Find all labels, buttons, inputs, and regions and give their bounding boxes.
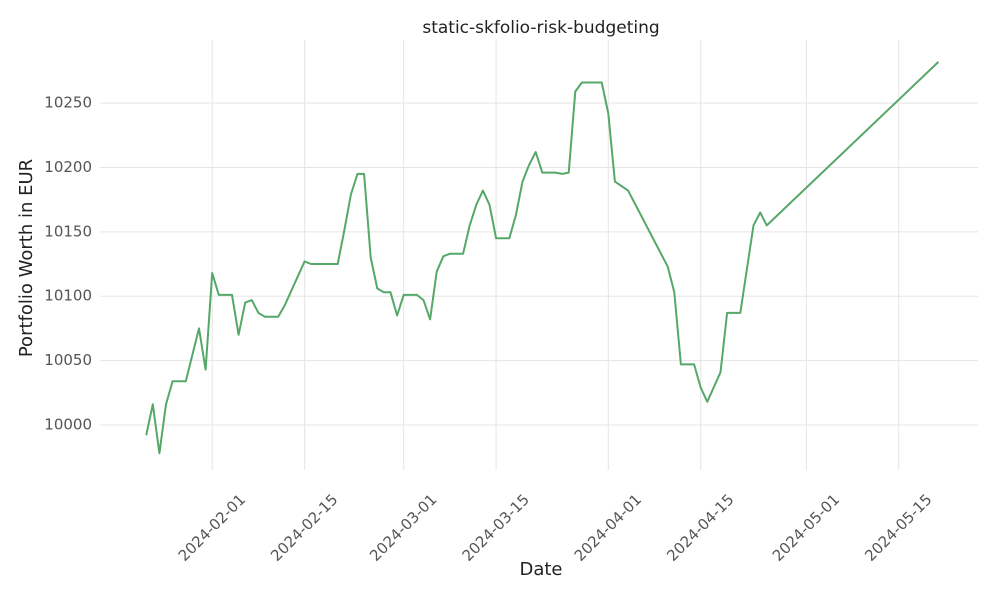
x-tick-label: 2024-03-15 bbox=[459, 490, 533, 564]
x-tick-label: 2024-03-01 bbox=[366, 490, 440, 564]
y-tick-label: 10050 bbox=[44, 351, 92, 369]
x-tick-label: 2024-05-15 bbox=[861, 490, 935, 564]
y-axis-label: Portfolio Worth in EUR bbox=[16, 159, 37, 357]
y-tick-label: 10250 bbox=[44, 94, 92, 112]
x-tick-label: 2024-02-01 bbox=[175, 490, 249, 564]
data-line bbox=[145, 61, 940, 455]
x-tick-label: 2024-05-01 bbox=[769, 490, 843, 564]
y-tick-label: 10000 bbox=[44, 415, 92, 433]
x-tick-label: 2024-04-15 bbox=[663, 490, 737, 564]
x-axis-label: Date bbox=[519, 559, 562, 580]
y-tick-label: 10100 bbox=[44, 287, 92, 305]
x-tick-label: 2024-02-15 bbox=[267, 490, 341, 564]
chart-title: static-skfolio-risk-budgeting bbox=[422, 18, 659, 38]
y-tick-label: 10150 bbox=[44, 222, 92, 240]
y-tick-label: 10200 bbox=[44, 158, 92, 176]
x-tick-label: 2024-04-01 bbox=[571, 490, 645, 564]
